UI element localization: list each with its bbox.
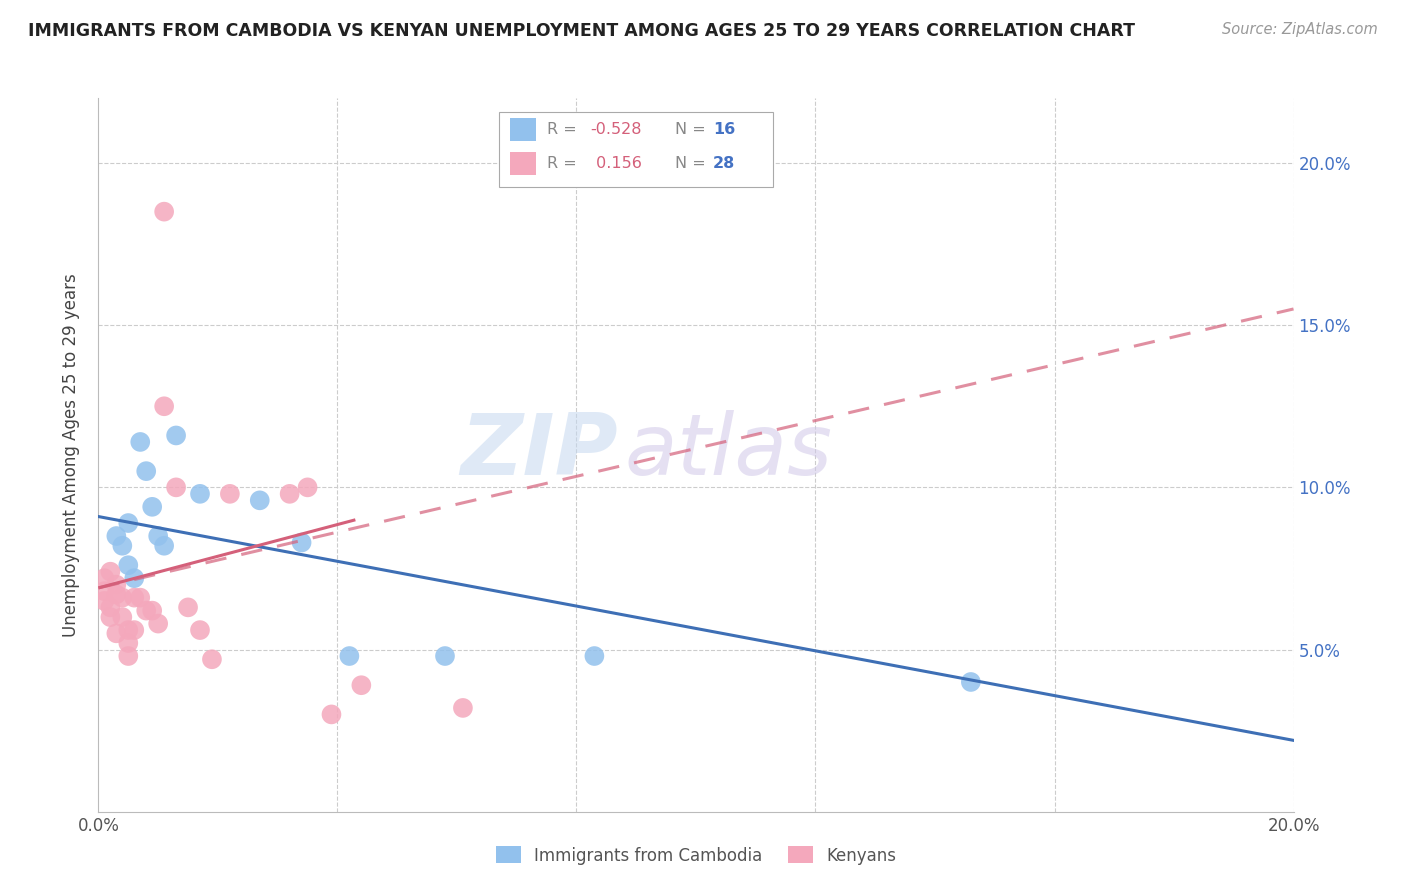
Point [249, 493, 271, 508]
Point [129, 591, 152, 605]
Text: R =: R = [547, 122, 582, 136]
Text: Source: ZipAtlas.com: Source: ZipAtlas.com [1222, 22, 1378, 37]
Point [129, 434, 152, 449]
Point [117, 623, 139, 637]
Point [148, 529, 170, 543]
Text: 16: 16 [713, 122, 735, 136]
Text: -0.528: -0.528 [591, 122, 643, 136]
Point [291, 535, 314, 549]
Point [124, 623, 146, 637]
Text: 0.156: 0.156 [591, 156, 641, 170]
Point [111, 610, 134, 624]
Point [105, 587, 128, 601]
Point [117, 558, 139, 573]
Point [451, 701, 474, 715]
Legend: Immigrants from Cambodia, Kenyans: Immigrants from Cambodia, Kenyans [489, 839, 903, 871]
Point [153, 399, 176, 413]
Point [93, 584, 115, 599]
Point [188, 623, 211, 637]
Point [165, 428, 187, 442]
Point [105, 529, 128, 543]
Point [350, 678, 373, 692]
Text: N =: N = [675, 156, 711, 170]
Point [100, 600, 122, 615]
Point [153, 204, 176, 219]
Point [960, 675, 983, 690]
Text: IMMIGRANTS FROM CAMBODIA VS KENYAN UNEMPLOYMENT AMONG AGES 25 TO 29 YEARS CORREL: IMMIGRANTS FROM CAMBODIA VS KENYAN UNEMP… [28, 22, 1135, 40]
Text: 28: 28 [713, 156, 735, 170]
Point [93, 594, 115, 608]
Point [124, 591, 146, 605]
Point [105, 626, 128, 640]
Point [141, 500, 163, 514]
Point [111, 591, 134, 605]
Y-axis label: Unemployment Among Ages 25 to 29 years: Unemployment Among Ages 25 to 29 years [62, 273, 80, 637]
Point [583, 648, 606, 663]
Point [100, 565, 122, 579]
Point [278, 487, 301, 501]
Point [434, 648, 457, 663]
Point [141, 604, 163, 618]
Point [117, 636, 139, 650]
Text: N =: N = [675, 122, 711, 136]
Point [93, 571, 115, 585]
Point [219, 487, 242, 501]
Point [148, 616, 170, 631]
Text: R =: R = [547, 156, 586, 170]
Point [201, 652, 224, 666]
Point [297, 480, 319, 494]
Point [339, 648, 360, 663]
Point [177, 600, 200, 615]
Point [321, 707, 343, 722]
Text: atlas: atlas [624, 409, 832, 493]
Point [153, 539, 176, 553]
Point [111, 539, 134, 553]
Point [188, 487, 211, 501]
Point [105, 577, 128, 591]
Point [117, 516, 139, 530]
Point [165, 480, 187, 494]
Point [135, 604, 157, 618]
Point [135, 464, 157, 478]
Point [100, 610, 122, 624]
Point [124, 571, 146, 585]
Point [117, 648, 139, 663]
Text: ZIP: ZIP [461, 409, 619, 493]
